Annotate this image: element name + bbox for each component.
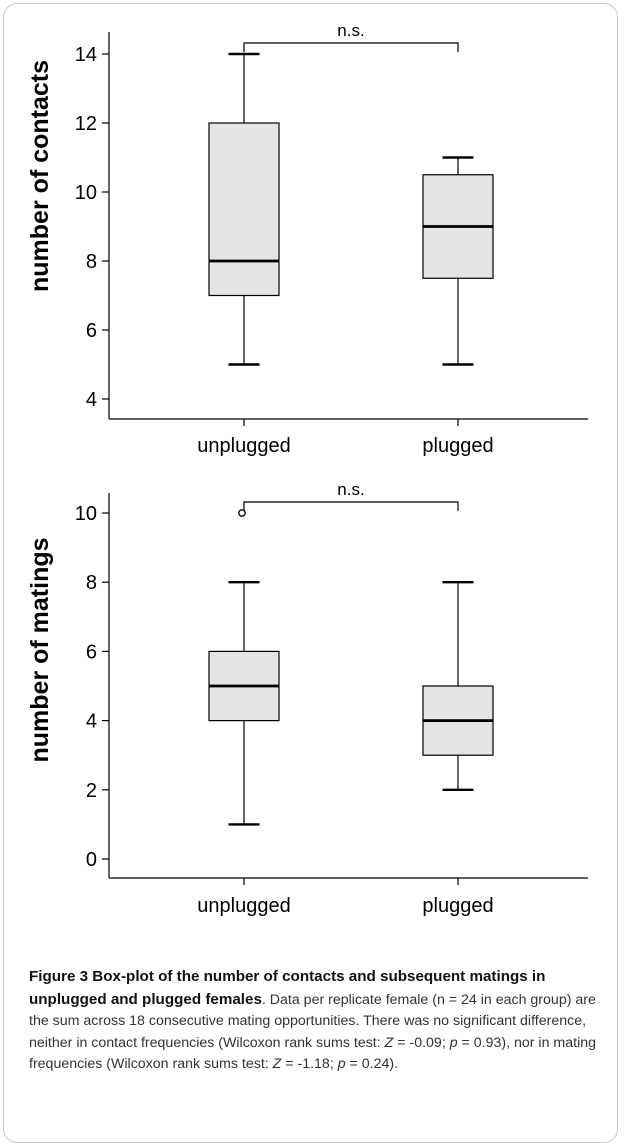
caption-text-1: . Data per replicate female (n = 24 in e… [29, 991, 596, 1051]
y-tick-label: 12 [75, 113, 97, 135]
y-tick-label: 4 [86, 711, 97, 733]
x-tick-label: unplugged [197, 435, 290, 457]
caption-z-value-1: = -0.09; [393, 1034, 450, 1051]
caption-p-value-2: = 0.24). [345, 1056, 399, 1072]
y-tick-label: 6 [86, 641, 97, 663]
figure-frame [3, 3, 618, 1143]
box-iqr [208, 122, 280, 297]
significance-label: n.s. [337, 480, 364, 499]
y-tick-label: 8 [86, 251, 97, 273]
y-tick-label: 0 [86, 849, 97, 871]
outlier-point [238, 509, 246, 517]
significance-label: n.s. [337, 21, 364, 40]
x-tick-label: plugged [422, 895, 493, 917]
y-tick-label: 4 [86, 389, 97, 411]
y-axis-title: number of matings [26, 537, 54, 762]
y-tick-label: 14 [75, 44, 97, 66]
contacts-boxplot: 4 6 8 10 12 14 number of contacts unplugged plug… [26, 21, 588, 457]
significance-bracket [243, 501, 459, 511]
y-tick-label: 8 [86, 572, 97, 594]
matings-boxplot: 0 2 4 6 8 10 number of matings unplugged plugged… [26, 480, 588, 917]
y-tick-label: 6 [86, 320, 97, 342]
caption-z-symbol-1: Z [384, 1034, 394, 1051]
caption-p-symbol-1: p [449, 1034, 458, 1051]
y-tick-label: 10 [75, 182, 97, 204]
y-axis-title: number of contacts [26, 60, 54, 292]
significance-bracket [243, 42, 459, 52]
y-tick-label: 10 [75, 503, 97, 525]
caption-z-symbol-2: Z [272, 1056, 282, 1072]
x-tick-label: plugged [422, 435, 493, 457]
caption-title: Figure 3 Box-plot of the number of conta… [29, 968, 546, 1008]
caption-p-value-1: = 0.93), nor in mating frequencies (Wilc… [29, 1034, 596, 1073]
x-tick-label: unplugged [197, 895, 290, 917]
caption-p-symbol-2: p [337, 1056, 346, 1072]
figure-caption: Figure 3 Box-plot of the number of conta… [29, 966, 609, 1076]
caption-z-value-2: = -1.18; [281, 1056, 338, 1072]
y-tick-label: 2 [86, 780, 97, 802]
